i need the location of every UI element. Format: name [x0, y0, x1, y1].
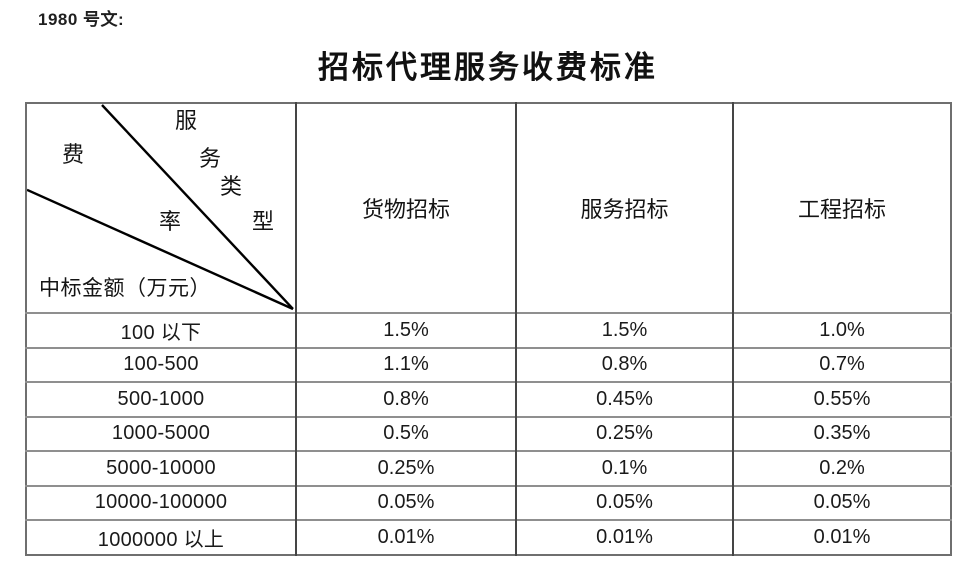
- diag-label-char-lei: 类: [220, 174, 243, 199]
- diagonal-line-lower: [27, 188, 294, 311]
- diag-label-char-fu2: 服: [175, 108, 198, 133]
- row-axis-label: 中标金额（万元）: [39, 276, 211, 300]
- diag-label-char-xing: 型: [252, 209, 275, 234]
- fee-value: 0.05%: [515, 484, 733, 520]
- diagonal-line-upper: [101, 104, 294, 310]
- fee-value: 0.2%: [732, 450, 951, 486]
- table-row: 500-1000 0.8% 0.45% 0.55%: [26, 381, 951, 417]
- table-row: 5000-10000 0.25% 0.1% 0.2%: [26, 450, 951, 486]
- fee-table: 服 费 务 类 率 型 中标金额（万元） 货物招标 服务招标 工程招标 100 …: [25, 102, 952, 556]
- fee-value: 1.1%: [295, 346, 516, 382]
- fee-value: 0.5%: [295, 415, 516, 451]
- row-range-label: 100 以下: [26, 312, 296, 348]
- fee-value: 0.45%: [515, 381, 733, 417]
- fee-value: 0.8%: [295, 381, 516, 417]
- diag-label-char-wu: 务: [199, 146, 222, 171]
- row-range-label: 1000-5000: [26, 415, 296, 451]
- header-row: 服 费 务 类 率 型 中标金额（万元） 货物招标 服务招标 工程招标: [26, 103, 951, 313]
- fee-value: 0.8%: [515, 346, 733, 382]
- diag-label-char-fei: 费: [62, 142, 85, 167]
- fee-value: 0.7%: [732, 346, 951, 382]
- column-header-goods: 货物招标: [295, 103, 516, 313]
- fee-value: 0.01%: [515, 519, 733, 555]
- fee-value: 0.35%: [732, 415, 951, 451]
- fee-value: 0.1%: [515, 450, 733, 486]
- row-range-label: 5000-10000: [26, 450, 296, 486]
- table-row: 1000000 以上 0.01% 0.01% 0.01%: [26, 519, 951, 555]
- fee-value: 0.05%: [732, 484, 951, 520]
- table-row: 100-500 1.1% 0.8% 0.7%: [26, 346, 951, 382]
- row-range-label: 10000-100000: [26, 484, 296, 520]
- diagonal-lines-graphic: [27, 104, 294, 311]
- fee-value: 1.5%: [515, 312, 733, 348]
- row-range-label: 100-500: [26, 346, 296, 382]
- fee-value: 1.5%: [295, 312, 516, 348]
- row-range-label: 500-1000: [26, 381, 296, 417]
- table-row: 10000-100000 0.05% 0.05% 0.05%: [26, 484, 951, 520]
- doc-number-label: 1980 号文:: [38, 10, 125, 29]
- fee-value: 0.25%: [515, 415, 733, 451]
- fee-value: 0.01%: [732, 519, 951, 555]
- fee-value: 0.55%: [732, 381, 951, 417]
- column-header-works: 工程招标: [732, 103, 951, 313]
- fee-table-container: 服 费 务 类 率 型 中标金额（万元） 货物招标 服务招标 工程招标 100 …: [25, 102, 952, 556]
- table-row: 1000-5000 0.5% 0.25% 0.35%: [26, 415, 951, 451]
- fee-value: 0.25%: [295, 450, 516, 486]
- fee-value: 0.05%: [295, 484, 516, 520]
- row-range-label: 1000000 以上: [26, 519, 296, 555]
- diagonal-header-cell: 服 费 务 类 率 型 中标金额（万元）: [26, 103, 296, 313]
- diagonal-header-content: 服 费 务 类 率 型 中标金额（万元）: [27, 104, 295, 312]
- fee-value: 1.0%: [732, 312, 951, 348]
- fee-value: 0.01%: [295, 519, 516, 555]
- column-header-services: 服务招标: [515, 103, 733, 313]
- table-row: 100 以下 1.5% 1.5% 1.0%: [26, 312, 951, 348]
- page-title: 招标代理服务收费标准: [318, 50, 658, 85]
- diag-label-char-lv: 率: [159, 209, 182, 234]
